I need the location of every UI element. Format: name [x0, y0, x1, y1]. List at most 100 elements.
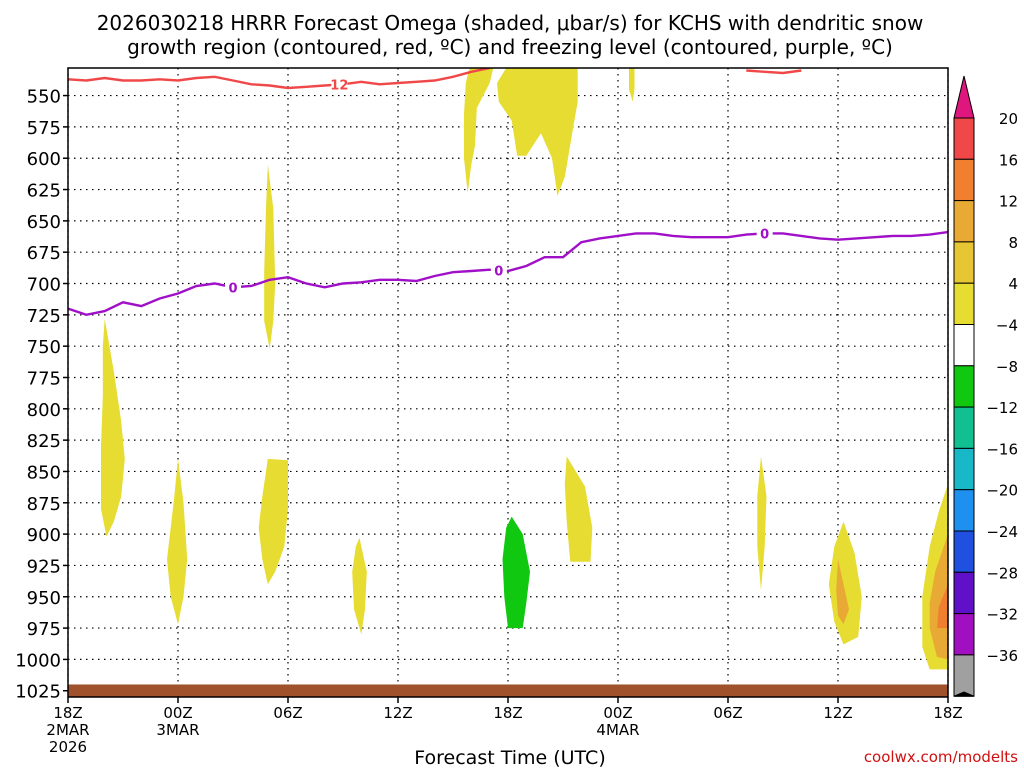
colorbar-swatch [953, 613, 975, 656]
dendritic-growth-line [746, 69, 802, 75]
surface-band [68, 684, 948, 697]
omega-colorbar: 20 16 12 8 4 −4 −8 −12 −16 −20 −24 −28 −32 −36 [953, 75, 1018, 697]
omega-region [264, 164, 276, 349]
y-tick-label: 625 [27, 181, 61, 202]
contour-label-bg [490, 262, 507, 279]
colorbar-label: −16 [986, 440, 1018, 458]
y-tick-label: 1000 [15, 650, 61, 671]
omega-region [564, 456, 593, 562]
colorbar-swatch [953, 489, 975, 532]
freezing-level-line [68, 230, 948, 317]
x-tick-label: 18Z [53, 704, 82, 722]
colorbar-label: −24 [986, 523, 1018, 541]
omega-region [352, 537, 367, 635]
x-tick-label: 06Z [713, 704, 742, 722]
colorbar-top-arrow [953, 75, 975, 119]
colorbar-swatch [953, 447, 975, 491]
x-tick-label: 00Z [163, 704, 192, 722]
colorbar-swatch [953, 406, 975, 449]
colorbar-swatch [953, 571, 975, 615]
omega-region [258, 458, 288, 585]
y-tick-label: 775 [27, 368, 61, 389]
colorbar-label: 20 [999, 110, 1018, 128]
contour-label-bg [756, 225, 773, 242]
contour-label-bg [331, 76, 348, 93]
colorbar-swatch [953, 324, 975, 367]
y-tick-label: 675 [27, 243, 61, 264]
colorbar-swatch [953, 117, 975, 160]
contour-label: 0 [494, 264, 503, 279]
omega-region [101, 318, 125, 537]
y-tick-label: 800 [27, 400, 61, 421]
y-tick-label: 700 [27, 275, 61, 296]
y-tick-label: 850 [27, 462, 61, 483]
contour-label-bg [225, 279, 241, 296]
x-axis-label: Forecast Time (UTC) [414, 747, 605, 768]
x-tick-label: 3MAR [156, 721, 199, 739]
y-tick-label: 900 [27, 525, 61, 546]
x-tick-label: 12Z [823, 704, 852, 722]
y-tick-label: 575 [27, 118, 61, 139]
credit-text: coolwx.com/modelts [864, 748, 1018, 766]
y-tick-label: 825 [27, 431, 61, 452]
colorbar-label: −28 [986, 564, 1018, 582]
omega-region [828, 521, 862, 645]
omega-shaded-regions [101, 68, 948, 670]
surface-terrain-band [68, 684, 948, 697]
y-tick-label: 550 [27, 87, 61, 108]
colorbar-swatch [953, 654, 975, 697]
x-tick-label: 2026 [49, 738, 87, 756]
x-tick-label: 18Z [493, 704, 522, 722]
x-tick-label: 2MAR [46, 721, 89, 739]
colorbar-label: 16 [999, 151, 1018, 169]
chart-title-line1: 2026030218 HRRR Forecast Omega (shaded, … [97, 11, 924, 35]
x-tick-label: 12Z [383, 704, 412, 722]
y-tick-label: 950 [27, 588, 61, 609]
dendritic-growth-line [68, 68, 490, 90]
colorbar-label: 12 [999, 193, 1018, 211]
y-tick-label: 750 [27, 337, 61, 358]
colorbar-label: −36 [986, 647, 1018, 665]
colorbar-label: −12 [986, 399, 1018, 417]
colorbar-bottom-arrow [953, 691, 975, 697]
y-tick-label: 725 [27, 306, 61, 327]
plot-grid [67, 68, 949, 697]
x-tick-label: 18Z [933, 704, 962, 722]
temperature-contours: 0 0 0 12 [68, 68, 948, 317]
y-tick-label: 925 [27, 556, 61, 577]
contour-label: 12 [330, 79, 348, 94]
pressure-axis: 550 575 600 625 650 675 700 725 750 775 800 825 850 8… [15, 87, 68, 703]
omega-region [502, 516, 530, 629]
colorbar-swatch [953, 241, 975, 284]
omega-region [497, 68, 578, 196]
y-tick-label: 600 [27, 149, 61, 170]
x-tick-label: 4MAR [596, 721, 639, 739]
colorbar-label: −4 [996, 317, 1018, 335]
omega-region [836, 559, 849, 625]
y-tick-label: 1025 [15, 682, 61, 703]
contour-label: 0 [760, 227, 769, 242]
x-tick-label: 00Z [603, 704, 632, 722]
y-tick-label: 875 [27, 494, 61, 515]
contour-label: 0 [228, 281, 237, 296]
chart-title-line2: growth region (contoured, red, ºC) and f… [127, 35, 893, 59]
colorbar-label: 4 [1008, 275, 1018, 293]
colorbar-swatch [953, 200, 975, 243]
omega-region [464, 68, 494, 194]
omega-region [937, 584, 948, 629]
colorbar-swatch [953, 365, 975, 408]
colorbar-swatch [953, 530, 975, 573]
colorbar-swatch [953, 282, 975, 326]
colorbar-swatch [953, 158, 975, 202]
y-tick-label: 975 [27, 619, 61, 640]
colorbar-label: −20 [986, 482, 1018, 500]
colorbar-label: −8 [996, 358, 1018, 376]
y-tick-label: 650 [27, 212, 61, 233]
x-tick-label: 06Z [273, 704, 302, 722]
colorbar-label: 8 [1008, 234, 1018, 252]
omega-region [757, 456, 767, 591]
colorbar-label: −32 [986, 606, 1018, 624]
omega-region [629, 68, 635, 102]
